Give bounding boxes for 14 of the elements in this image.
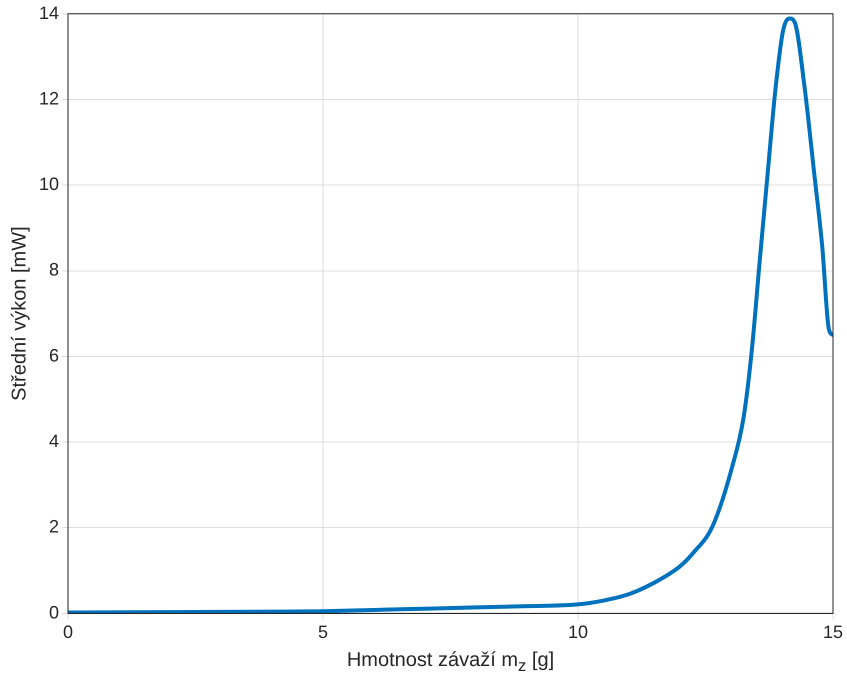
y-tick-label: 8: [49, 260, 60, 280]
x-axis-title: Hmotnost závaží m$_{z}$ [g]: [346, 649, 554, 676]
y-tick-label: 10: [38, 174, 60, 194]
x-tick-label: 10: [568, 622, 588, 642]
y-tick-label: 6: [49, 345, 60, 366]
x-tick-label: 0: [63, 622, 74, 642]
x-tick-label: 5: [318, 622, 328, 642]
y-tick-label: 14: [38, 2, 60, 23]
y-tick-label: 2: [49, 516, 60, 537]
y-tick-label: 0: [49, 602, 60, 622]
y-tick-label: 4: [49, 431, 60, 452]
y-axis-title: Střední výkon [mW]: [8, 226, 31, 401]
x-tick-label: 15: [822, 622, 844, 642]
y-tick-label: 12: [38, 88, 60, 108]
